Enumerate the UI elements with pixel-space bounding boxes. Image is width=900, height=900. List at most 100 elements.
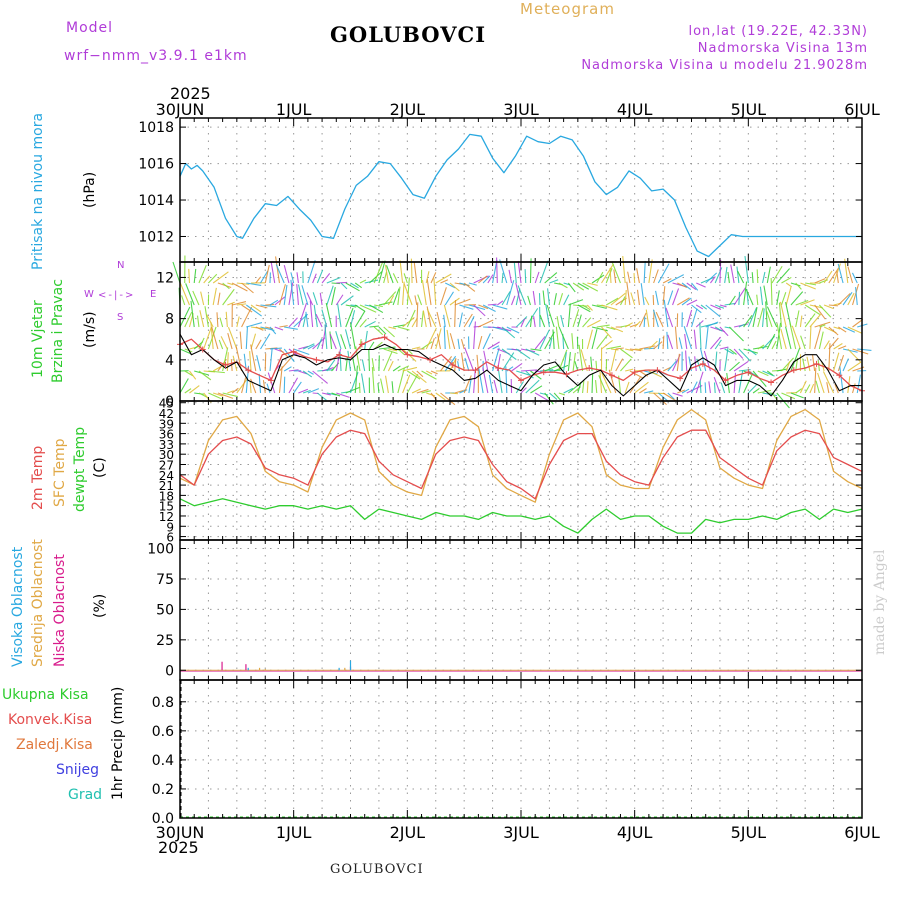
wind-vector <box>440 279 449 284</box>
wind-vector <box>501 272 504 284</box>
wind-vector <box>464 357 470 372</box>
wind-vector <box>634 320 641 328</box>
wind-vector <box>468 304 486 311</box>
wind-vector <box>288 377 299 394</box>
wind-vector <box>246 322 263 328</box>
wind-speed-marker <box>336 351 343 358</box>
wind-vector <box>672 392 683 397</box>
wind-vector <box>359 304 377 313</box>
compass-arrows: <-|-> <box>98 290 136 301</box>
wind-vector <box>785 326 792 350</box>
wind-speed-marker <box>313 356 320 363</box>
wind-vector <box>340 334 347 350</box>
wind-vector <box>482 304 496 312</box>
wind-vector <box>757 370 769 377</box>
wind-vector <box>241 377 247 394</box>
wind-vector <box>392 365 401 372</box>
wind-vector <box>833 343 843 350</box>
panel-frame <box>179 400 863 541</box>
wind-vector <box>733 360 749 372</box>
wind-vector <box>255 339 262 350</box>
wind-vector <box>713 382 716 394</box>
y-tick-label: 12 <box>156 270 174 286</box>
wind-vector <box>615 358 624 372</box>
wind-vector <box>473 370 476 394</box>
wind-vector <box>695 371 704 394</box>
wind-vector <box>525 379 540 394</box>
wind-vector <box>478 319 494 328</box>
wind-vector <box>236 303 247 306</box>
wind-vector <box>312 292 318 306</box>
wind-vector <box>316 269 324 284</box>
wind-vector <box>596 324 610 328</box>
wind-vector <box>325 302 333 328</box>
wind-vector <box>851 383 856 394</box>
wind-vector <box>719 326 729 337</box>
wind-vector <box>633 273 636 284</box>
wind-vector <box>705 321 719 328</box>
wind-vector <box>454 300 457 328</box>
wind-vector <box>571 333 574 350</box>
wind-vector <box>204 306 209 328</box>
wind-vector <box>663 299 669 328</box>
wind-vector <box>260 333 271 350</box>
wind-vector <box>492 304 508 310</box>
wind-vector <box>744 256 749 284</box>
wind-vector <box>776 322 782 350</box>
wind-vector <box>662 392 677 402</box>
wind-vector <box>648 259 653 284</box>
wind-speed-marker <box>790 367 797 374</box>
wind-speed-marker <box>222 361 229 368</box>
wind-vector <box>681 282 692 291</box>
wind-vector <box>184 370 194 377</box>
wind-vector <box>208 392 223 400</box>
wind-vector <box>539 314 546 328</box>
wind-vector <box>743 281 748 306</box>
wind-vector <box>572 352 576 372</box>
wind-vector <box>683 326 693 350</box>
data-layer <box>172 133 872 818</box>
wind-vector <box>814 278 826 284</box>
wind-vector <box>610 326 624 333</box>
wind-vector <box>766 266 771 284</box>
wind-vector <box>316 338 323 350</box>
x-tick-label-top: 30JUN <box>156 100 205 119</box>
wind-vector <box>677 282 688 289</box>
wind-vector <box>444 291 454 306</box>
wind-vector <box>539 329 550 350</box>
wind-vector <box>601 372 612 394</box>
wind-vector <box>626 281 631 306</box>
wind-vector <box>487 303 497 306</box>
wind-vector <box>368 349 370 372</box>
wind-vector <box>662 286 666 306</box>
wind-vector <box>312 273 317 284</box>
wind-vector <box>799 315 803 328</box>
wind-vector <box>705 326 709 350</box>
wind-vector <box>377 383 380 394</box>
wind-vector <box>812 355 816 372</box>
wind-speed-marker <box>813 360 820 367</box>
wind-vector <box>460 339 465 350</box>
wind-vector <box>227 332 233 350</box>
wind-vector <box>516 370 532 377</box>
wind-vector <box>691 282 699 291</box>
wind-vector <box>184 388 192 394</box>
wind-vector <box>757 307 764 328</box>
wind-vector <box>298 370 308 375</box>
wind-vector <box>293 348 310 356</box>
wind-vector <box>513 262 517 284</box>
wind-vector <box>805 282 817 286</box>
wind-vector <box>473 304 486 317</box>
wind-vector <box>699 380 702 394</box>
wind-vector <box>315 313 323 328</box>
wind-vector <box>534 271 540 284</box>
wind-vector <box>645 309 650 328</box>
wind-vector <box>364 330 368 350</box>
wind-vector <box>345 304 357 308</box>
wind-vector <box>591 326 608 332</box>
wind-vector <box>511 348 522 352</box>
wind-vector <box>326 359 336 372</box>
wind-vector <box>435 273 452 284</box>
wind-vector <box>250 304 262 313</box>
wind-vector <box>297 284 304 306</box>
